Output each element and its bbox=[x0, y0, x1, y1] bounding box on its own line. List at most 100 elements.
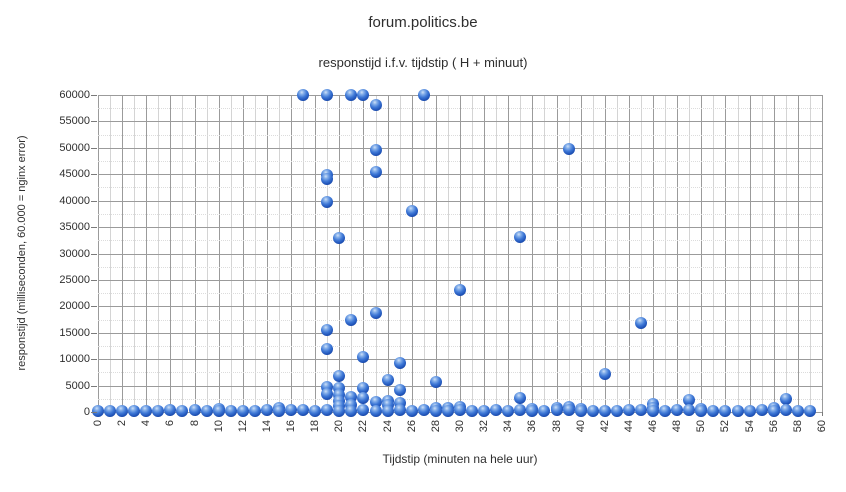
x-tick-label: 52 bbox=[719, 420, 732, 433]
x-tick-label: 20 bbox=[333, 420, 346, 433]
y-tick-label: 25000 bbox=[59, 273, 90, 286]
x-tick-label: 0 bbox=[92, 420, 104, 427]
data-point bbox=[454, 404, 466, 417]
data-point bbox=[598, 404, 611, 417]
data-point bbox=[333, 404, 346, 417]
data-point bbox=[635, 404, 647, 417]
x-tick-label: 28 bbox=[429, 420, 442, 433]
data-point bbox=[321, 404, 334, 417]
y-tick-label: 60000 bbox=[59, 89, 90, 101]
data-point bbox=[743, 404, 756, 417]
data-point bbox=[260, 404, 273, 417]
data-point bbox=[490, 404, 503, 417]
data-point bbox=[248, 404, 261, 417]
x-tick-label: 44 bbox=[622, 420, 635, 433]
data-point bbox=[333, 370, 346, 383]
y-tick bbox=[91, 95, 97, 96]
gridline-h bbox=[98, 319, 822, 321]
gridline-h bbox=[98, 266, 822, 268]
data-point bbox=[405, 205, 418, 218]
data-point bbox=[188, 404, 201, 417]
gridline-h bbox=[98, 161, 822, 163]
y-tick bbox=[91, 174, 97, 176]
data-point bbox=[429, 375, 442, 388]
y-tick-label: 40000 bbox=[59, 194, 90, 207]
x-tick-label: 38 bbox=[550, 420, 563, 433]
gridline-h bbox=[98, 134, 822, 136]
data-point bbox=[285, 404, 298, 417]
x-tick-label: 54 bbox=[743, 420, 756, 433]
data-point bbox=[683, 404, 696, 417]
x-tick-label: 24 bbox=[381, 420, 394, 433]
y-tick-label: 35000 bbox=[59, 221, 90, 234]
data-point bbox=[779, 403, 792, 416]
data-point bbox=[92, 404, 104, 417]
data-point bbox=[586, 404, 599, 417]
y-tick-label: 15000 bbox=[59, 326, 90, 339]
x-tick-label: 2 bbox=[116, 420, 129, 427]
gridline-h bbox=[98, 108, 822, 110]
data-point bbox=[164, 404, 177, 417]
gridline-h bbox=[98, 121, 822, 123]
y-tick bbox=[91, 385, 97, 387]
data-point bbox=[647, 404, 660, 417]
y-tick bbox=[91, 306, 97, 308]
data-point bbox=[622, 404, 635, 417]
data-point bbox=[309, 404, 322, 417]
gridline-h bbox=[98, 227, 822, 229]
gridline-h bbox=[98, 372, 822, 374]
data-point bbox=[659, 404, 672, 417]
y-tick bbox=[91, 227, 97, 229]
data-point bbox=[128, 404, 141, 417]
data-point bbox=[441, 404, 454, 417]
data-point bbox=[224, 404, 237, 417]
data-point bbox=[345, 89, 358, 101]
x-tick-label: 34 bbox=[502, 420, 515, 433]
y-tick-label: 50000 bbox=[59, 141, 90, 154]
x-tick-label: 14 bbox=[260, 420, 273, 433]
data-point bbox=[345, 314, 358, 327]
gridline-h bbox=[98, 174, 822, 176]
x-tick-label: 58 bbox=[791, 420, 804, 433]
x-tick-label: 32 bbox=[478, 420, 491, 433]
data-point bbox=[526, 404, 539, 417]
gridline-h bbox=[98, 306, 822, 308]
x-tick-label: 48 bbox=[671, 420, 684, 433]
x-tick-label: 56 bbox=[767, 420, 780, 433]
data-point bbox=[357, 350, 370, 363]
data-point bbox=[116, 404, 129, 417]
y-tick bbox=[91, 147, 97, 149]
data-point bbox=[791, 404, 804, 417]
data-point bbox=[200, 404, 213, 417]
data-point bbox=[514, 230, 527, 243]
data-point bbox=[321, 89, 334, 101]
data-point bbox=[369, 166, 382, 179]
data-point bbox=[321, 173, 334, 185]
data-point bbox=[671, 404, 684, 417]
data-point bbox=[755, 404, 768, 417]
gridline-h bbox=[98, 345, 822, 347]
data-point bbox=[369, 98, 382, 111]
data-point bbox=[369, 404, 382, 417]
x-tick-label: 4 bbox=[140, 420, 153, 427]
data-point bbox=[707, 404, 720, 417]
x-tick-label: 8 bbox=[188, 420, 201, 427]
data-point bbox=[719, 404, 732, 417]
data-point bbox=[767, 404, 780, 417]
gridline-h bbox=[98, 240, 822, 242]
gridline-h bbox=[98, 147, 822, 149]
data-point bbox=[104, 404, 117, 417]
data-point bbox=[357, 404, 370, 417]
data-point bbox=[273, 404, 285, 417]
x-tick-label: 22 bbox=[357, 420, 370, 433]
data-point bbox=[478, 404, 491, 417]
data-point bbox=[598, 367, 611, 380]
y-tick bbox=[91, 200, 97, 202]
x-tick-label: 26 bbox=[405, 420, 418, 433]
y-tick bbox=[91, 279, 97, 281]
data-point bbox=[803, 404, 816, 417]
data-point bbox=[538, 404, 551, 417]
data-point bbox=[381, 374, 394, 387]
data-point bbox=[333, 231, 346, 244]
